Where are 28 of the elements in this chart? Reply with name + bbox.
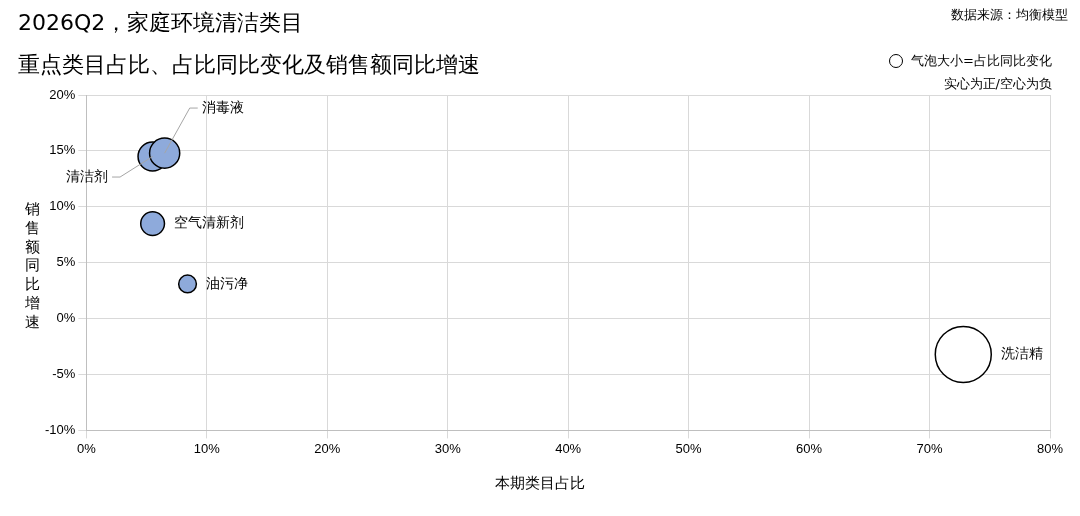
y-tick-label: 20% <box>49 86 76 102</box>
y-tick-label: 10% <box>49 198 76 214</box>
series-label: 洗洁精 <box>1001 345 1044 362</box>
series-label: 空气清新剂 <box>174 214 245 231</box>
y-tick-label: -5% <box>52 366 76 382</box>
y-axis-title: 销售额同比增速 <box>24 200 40 332</box>
text: 实心为正/空心为负 <box>943 75 1052 93</box>
x-tick-label: 10% <box>193 440 221 456</box>
series-label: 油污净 <box>206 274 249 291</box>
y-tick-label: -10% <box>44 421 76 437</box>
x-axis-title: 本期类目占比 <box>494 474 586 493</box>
text: 消毒液 <box>201 98 244 115</box>
source-note: 数据来源：均衡模型 <box>951 6 1068 24</box>
text: 气泡大小=占比同比变化 <box>911 52 1052 70</box>
x-tick-label: 50% <box>675 440 703 456</box>
x-tick-label: 40% <box>555 440 582 456</box>
x-tick-label: 20% <box>314 440 341 456</box>
x-tick-label: 60% <box>796 440 823 456</box>
text: 清洁剂 <box>66 167 109 184</box>
y-tick-label: 5% <box>56 254 76 270</box>
chart-title: 2026Q2，家庭环境清洁类目 <box>18 9 304 37</box>
x-tick-label: 0% <box>76 440 97 456</box>
x-tick-label: 80% <box>1036 440 1064 456</box>
x-tick-label: 70% <box>916 440 943 456</box>
chart-subtitle: 重点类目占比、占比同比变化及销售额同比增速 <box>18 51 480 79</box>
x-tick-label: 30% <box>434 440 462 456</box>
y-tick-label: 0% <box>56 310 76 326</box>
y-tick-label: 15% <box>49 142 76 158</box>
